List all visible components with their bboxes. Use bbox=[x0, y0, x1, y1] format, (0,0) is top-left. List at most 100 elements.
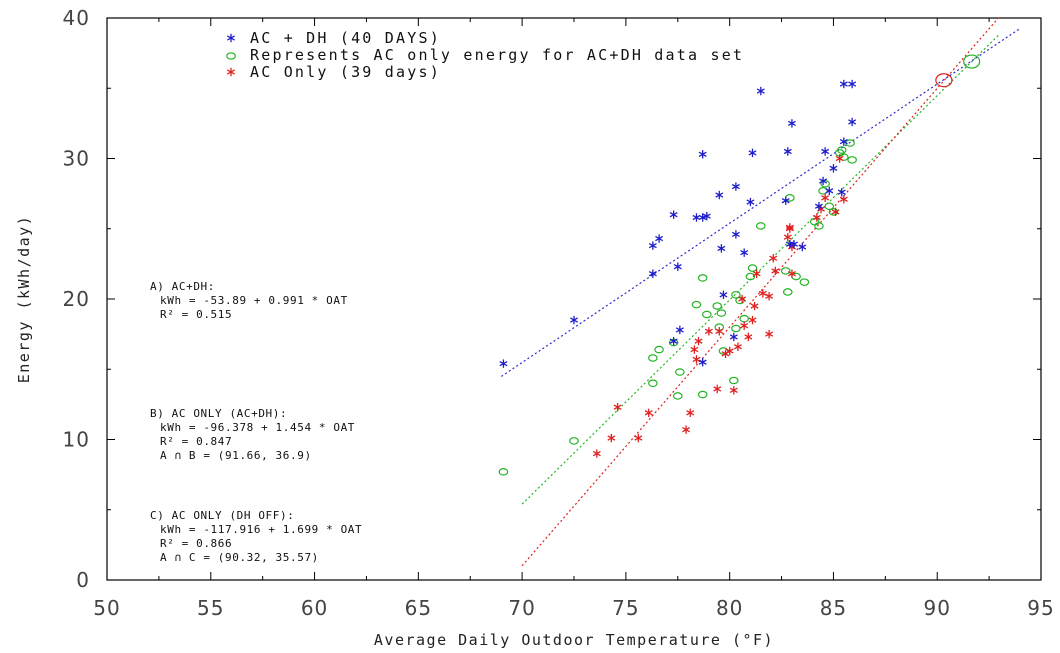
annotation-line: C) AC ONLY (DH OFF): bbox=[150, 509, 294, 522]
circle-point bbox=[648, 354, 658, 362]
asterisk-point bbox=[835, 154, 844, 163]
circle-point bbox=[675, 368, 685, 376]
asterisk-point bbox=[746, 197, 755, 207]
asterisk-point bbox=[715, 327, 724, 336]
asterisk-point bbox=[729, 332, 738, 342]
circle-point bbox=[782, 288, 793, 296]
circle-point bbox=[731, 324, 741, 333]
asterisk-point bbox=[682, 425, 691, 434]
asterisk-point bbox=[686, 408, 695, 418]
asterisk-point bbox=[733, 342, 742, 351]
y-tick-label: 0 bbox=[76, 568, 90, 592]
regression-line bbox=[521, 16, 1000, 567]
asterisk-point bbox=[748, 315, 757, 325]
asterisk-point bbox=[644, 408, 653, 418]
asterisk-point bbox=[748, 148, 757, 158]
legend: AC + DH (40 DAYS)Represents AC only ener… bbox=[226, 29, 744, 81]
asterisk-point bbox=[592, 449, 601, 458]
circle-point bbox=[747, 264, 758, 272]
circle-point bbox=[672, 392, 683, 400]
asterisk-point bbox=[669, 336, 678, 346]
asterisk-point bbox=[655, 234, 664, 243]
asterisk-point bbox=[675, 325, 684, 335]
regression-lines bbox=[501, 16, 1021, 567]
legend-label: Represents AC only energy for AC+DH data… bbox=[250, 46, 744, 64]
asterisk-point bbox=[765, 329, 774, 339]
asterisk-point bbox=[790, 240, 798, 249]
asterisk-point bbox=[698, 150, 707, 159]
asterisk-point bbox=[694, 336, 703, 346]
circle-point bbox=[691, 300, 702, 309]
asterisk-point bbox=[607, 433, 616, 443]
x-tick-label: 60 bbox=[301, 596, 328, 620]
asterisk-point bbox=[825, 186, 834, 196]
circle-point bbox=[569, 437, 579, 445]
asterisk-point bbox=[821, 147, 830, 156]
asterisk-point bbox=[831, 207, 840, 217]
annotation-line: A) AC+DH: bbox=[150, 280, 215, 293]
intersection-markers bbox=[935, 54, 981, 88]
x-tick-label: 80 bbox=[716, 596, 743, 620]
asterisk-point bbox=[787, 119, 796, 128]
asterisk-point bbox=[848, 117, 857, 127]
asterisk-point bbox=[783, 232, 792, 242]
circle-point bbox=[745, 272, 756, 281]
asterisk-point bbox=[731, 230, 740, 239]
annotation-line: A ∩ B = (91.66, 36.9) bbox=[160, 449, 312, 462]
annotation-line: R² = 0.515 bbox=[160, 308, 232, 321]
x-tick-label: 85 bbox=[820, 596, 847, 620]
y-tick-label: 40 bbox=[63, 6, 90, 30]
x-tick-label: 95 bbox=[1027, 596, 1054, 620]
asterisk-point bbox=[785, 224, 794, 233]
asterisk-point bbox=[692, 355, 701, 364]
asterisk-point bbox=[719, 290, 728, 299]
asterisk-point bbox=[673, 262, 682, 271]
intersection-marker bbox=[963, 54, 981, 69]
asterisk-point bbox=[750, 301, 759, 311]
circle-point bbox=[814, 222, 824, 230]
circle-point bbox=[780, 267, 791, 275]
asterisk-point bbox=[758, 289, 767, 298]
x-tick-label: 75 bbox=[612, 596, 639, 620]
legend-label: AC Only (39 days) bbox=[250, 63, 441, 81]
y-tick-label: 10 bbox=[63, 428, 90, 452]
circle-point bbox=[697, 390, 708, 399]
circle-point bbox=[731, 290, 741, 299]
asterisk-point bbox=[812, 213, 821, 222]
asterisk-point bbox=[648, 269, 657, 278]
asterisk-point bbox=[704, 327, 713, 336]
asterisk-point bbox=[798, 242, 807, 252]
x-tick-label: 50 bbox=[93, 596, 120, 620]
asterisk-point bbox=[821, 193, 830, 203]
circle-point bbox=[716, 309, 727, 317]
asterisk-point bbox=[781, 196, 790, 205]
asterisk-point bbox=[771, 266, 780, 276]
asterisk-point bbox=[731, 182, 740, 191]
asterisk-point bbox=[613, 402, 622, 412]
asterisk-point bbox=[227, 67, 235, 77]
annotation-line: R² = 0.866 bbox=[160, 537, 232, 550]
asterisk-point bbox=[769, 254, 778, 263]
circle-point bbox=[654, 345, 664, 354]
x-tick-label: 55 bbox=[197, 596, 224, 620]
x-axis: 50 55 60 65 70 75 80 85 90 95 bbox=[93, 18, 1054, 620]
asterisk-point bbox=[783, 147, 792, 156]
asterisk-point bbox=[740, 248, 749, 257]
asterisk-point bbox=[837, 188, 846, 197]
asterisk-point bbox=[814, 202, 823, 211]
intersection-marker bbox=[935, 73, 953, 88]
circle-point bbox=[820, 179, 830, 188]
asterisk-point bbox=[839, 195, 848, 204]
circle-point bbox=[809, 217, 820, 226]
circle-point bbox=[648, 379, 658, 388]
annotation-line: R² = 0.847 bbox=[160, 435, 232, 448]
asterisk-point bbox=[715, 190, 724, 200]
circle-point bbox=[739, 314, 749, 323]
asterisk-point bbox=[729, 386, 738, 395]
asterisk-point bbox=[570, 315, 578, 325]
legend-symbol bbox=[226, 52, 236, 60]
x-axis-title: Average Daily Outdoor Temperature (°F) bbox=[374, 631, 774, 649]
x-tick-label: 90 bbox=[923, 596, 950, 620]
